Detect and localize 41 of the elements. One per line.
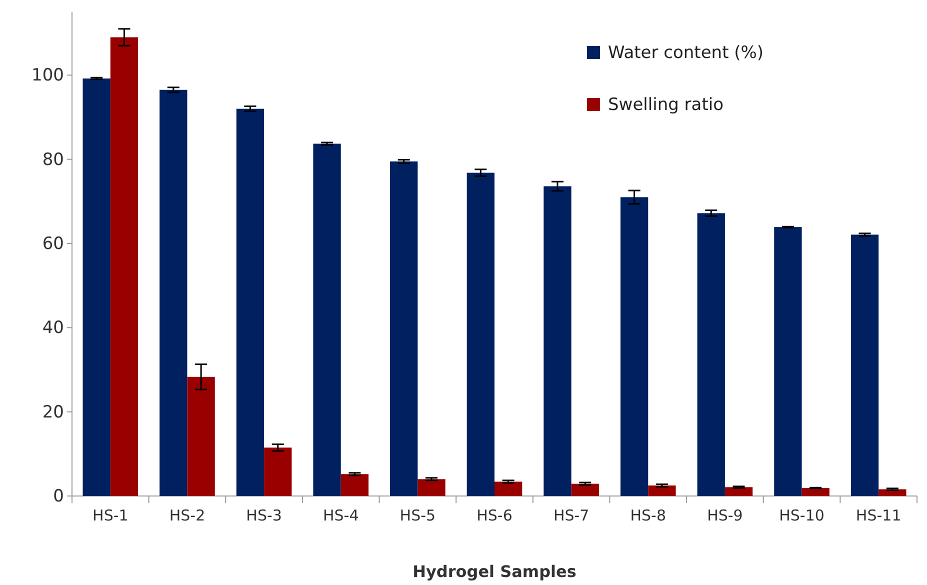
bar <box>571 484 599 496</box>
bar <box>494 482 522 496</box>
y-tick-label: 20 <box>42 402 64 422</box>
x-tick-label: HS-11 <box>856 506 902 525</box>
bar <box>160 90 188 496</box>
bar <box>724 487 753 496</box>
bar <box>187 376 215 496</box>
bar <box>264 448 292 496</box>
bar <box>390 161 418 496</box>
bar <box>110 37 138 496</box>
bar <box>466 172 494 496</box>
bar <box>236 108 264 496</box>
bar <box>313 144 341 496</box>
bar <box>544 186 572 496</box>
bar <box>620 197 648 496</box>
bar <box>802 488 830 496</box>
y-tick-label: 100 <box>32 66 64 86</box>
x-tick-label: HS-3 <box>246 506 282 525</box>
bar <box>648 485 676 496</box>
x-tick-label: HS-7 <box>553 506 590 525</box>
y-tick-label: 60 <box>42 234 64 254</box>
x-tick-label: HS-1 <box>92 506 128 525</box>
legend-label: Swelling ratio <box>608 95 724 115</box>
legend-label: Water content (%) <box>608 43 764 63</box>
x-axis-title: Hydrogel Samples <box>412 562 576 581</box>
x-tick-label: HS-9 <box>707 506 743 525</box>
x-tick-label: HS-4 <box>322 506 359 525</box>
y-tick-label: 80 <box>42 150 64 170</box>
bar <box>850 234 879 496</box>
bar <box>418 479 446 496</box>
bar <box>82 78 110 496</box>
bar <box>697 213 725 496</box>
x-tick-label: HS-8 <box>630 506 666 525</box>
bar <box>774 227 802 496</box>
y-tick-label: 0 <box>53 486 64 506</box>
x-tick-label: HS-2 <box>169 506 206 525</box>
x-tick-label: HS-10 <box>779 506 824 525</box>
bar <box>340 474 369 496</box>
x-tick-label: HS-6 <box>476 506 512 525</box>
x-tick-label: HS-5 <box>400 506 436 525</box>
y-tick-label: 40 <box>42 318 64 338</box>
